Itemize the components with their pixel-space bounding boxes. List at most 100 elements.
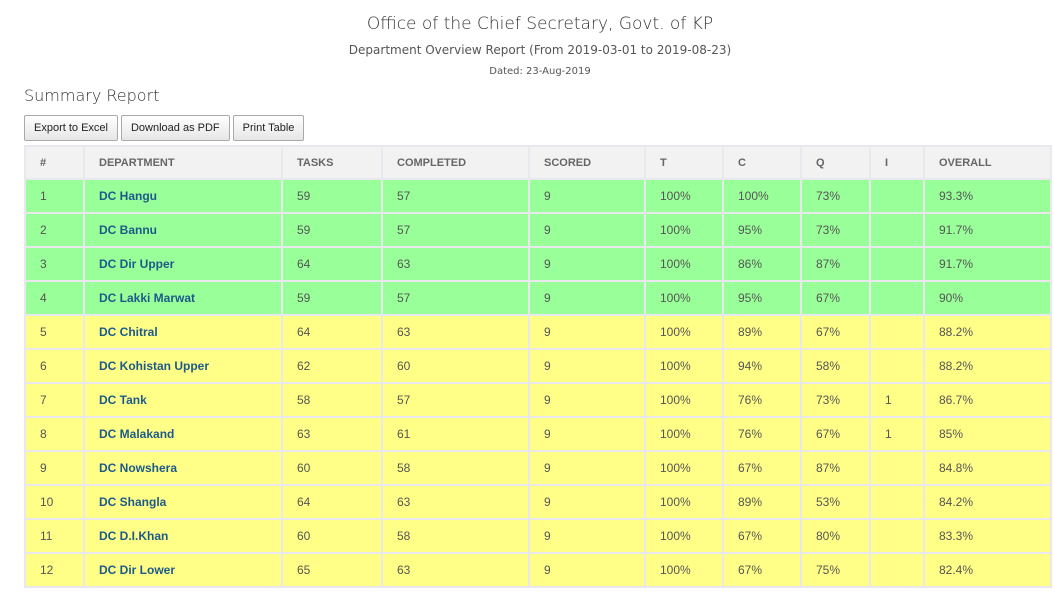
column-header[interactable]: C bbox=[722, 145, 802, 180]
table-cell: 95% bbox=[722, 280, 802, 316]
table-cell: 100% bbox=[644, 552, 724, 588]
table-cell: 9 bbox=[528, 246, 646, 282]
toolbar: Export to Excel Download as PDF Print Ta… bbox=[24, 115, 305, 141]
column-header[interactable]: I bbox=[869, 145, 925, 180]
table-cell: 76% bbox=[722, 416, 802, 452]
table-header-row: # DEPARTMENT TASKS COMPLETED SCORED T C Q I OVERA… bbox=[24, 145, 1052, 180]
table-cell: 100% bbox=[644, 280, 724, 316]
table-cell: 7 bbox=[24, 382, 85, 418]
column-header[interactable]: Q bbox=[800, 145, 871, 180]
table-row: 8 DC Malakand 63 61 9 100% 76% 67% 1 85% bbox=[24, 416, 1052, 452]
column-header[interactable]: # bbox=[24, 145, 85, 180]
table-cell: 60 bbox=[281, 450, 383, 486]
table-cell: 88.2% bbox=[923, 314, 1052, 350]
table-cell: 93.3% bbox=[923, 178, 1052, 214]
report-subtitle: Department Overview Report (From 2019-03… bbox=[348, 43, 732, 57]
table-cell: 11 bbox=[24, 518, 85, 554]
table-cell: 89% bbox=[722, 314, 802, 350]
table-cell: 59 bbox=[281, 280, 383, 316]
table-cell: 88.2% bbox=[923, 348, 1052, 384]
table-cell: 80% bbox=[800, 518, 871, 554]
department-link[interactable]: DC Shangla bbox=[83, 484, 283, 520]
table-cell: 58 bbox=[381, 450, 530, 486]
department-link[interactable]: DC Chitral bbox=[83, 314, 283, 350]
department-link[interactable]: DC Dir Upper bbox=[83, 246, 283, 282]
table-cell: 73% bbox=[800, 212, 871, 248]
export-excel-button[interactable]: Export to Excel bbox=[24, 115, 118, 141]
department-link[interactable]: DC Tank bbox=[83, 382, 283, 418]
table-cell: 84.8% bbox=[923, 450, 1052, 486]
table-cell: 9 bbox=[528, 416, 646, 452]
column-header[interactable]: SCORED bbox=[528, 145, 646, 180]
table-cell bbox=[869, 348, 925, 384]
download-pdf-button[interactable]: Download as PDF bbox=[120, 115, 230, 141]
table-cell: 65 bbox=[281, 552, 383, 588]
table-cell: 91.7% bbox=[923, 212, 1052, 248]
table-cell: 73% bbox=[800, 178, 871, 214]
department-link[interactable]: DC Bannu bbox=[83, 212, 283, 248]
table-row: 3 DC Dir Upper 64 63 9 100% 86% 87% 91.7% bbox=[24, 246, 1052, 282]
table-cell: 57 bbox=[381, 212, 530, 248]
column-header[interactable]: T bbox=[644, 145, 724, 180]
table-cell: 5 bbox=[24, 314, 85, 350]
column-header[interactable]: TASKS bbox=[281, 145, 383, 180]
department-link[interactable]: DC Hangu bbox=[83, 178, 283, 214]
table-cell: 12 bbox=[24, 552, 85, 588]
table-cell: 100% bbox=[644, 348, 724, 384]
table-cell: 63 bbox=[381, 246, 530, 282]
department-link[interactable]: DC Nowshera bbox=[83, 450, 283, 486]
table-cell: 82.4% bbox=[923, 552, 1052, 588]
table-cell: 64 bbox=[281, 246, 383, 282]
table-cell: 63 bbox=[381, 314, 530, 350]
print-table-button[interactable]: Print Table bbox=[232, 115, 305, 141]
table-cell: 62 bbox=[281, 348, 383, 384]
table-cell: 9 bbox=[528, 382, 646, 418]
table-cell: 83.3% bbox=[923, 518, 1052, 554]
table-cell: 3 bbox=[24, 246, 85, 282]
department-link[interactable]: DC Dir Lower bbox=[83, 552, 283, 588]
department-link[interactable]: DC Malakand bbox=[83, 416, 283, 452]
table-cell: 63 bbox=[281, 416, 383, 452]
table-cell: 67% bbox=[722, 450, 802, 486]
table-row: 9 DC Nowshera 60 58 9 100% 67% 87% 84.8% bbox=[24, 450, 1052, 486]
table-cell: 10 bbox=[24, 484, 85, 520]
table-cell: 87% bbox=[800, 246, 871, 282]
table-cell bbox=[869, 314, 925, 350]
table-cell: 58% bbox=[800, 348, 871, 384]
table-cell: 8 bbox=[24, 416, 85, 452]
table-cell: 76% bbox=[722, 382, 802, 418]
column-header[interactable]: DEPARTMENT bbox=[83, 145, 283, 180]
table-cell bbox=[869, 280, 925, 316]
table-cell: 100% bbox=[644, 178, 724, 214]
table-cell: 58 bbox=[281, 382, 383, 418]
table-row: 11 DC D.I.Khan 60 58 9 100% 67% 80% 83.3% bbox=[24, 518, 1052, 554]
table-row: 2 DC Bannu 59 57 9 100% 95% 73% 91.7% bbox=[24, 212, 1052, 248]
table-cell: 9 bbox=[528, 314, 646, 350]
table-cell: 9 bbox=[528, 348, 646, 384]
table-cell: 100% bbox=[644, 212, 724, 248]
table-cell: 89% bbox=[722, 484, 802, 520]
column-header[interactable]: OVERALL bbox=[923, 145, 1052, 180]
table-cell: 73% bbox=[800, 382, 871, 418]
table-cell: 59 bbox=[281, 178, 383, 214]
department-link[interactable]: DC Kohistan Upper bbox=[83, 348, 283, 384]
table-cell: 61 bbox=[381, 416, 530, 452]
table-cell: 9 bbox=[528, 484, 646, 520]
table-cell: 100% bbox=[644, 484, 724, 520]
table-row: 7 DC Tank 58 57 9 100% 76% 73% 1 86.7% bbox=[24, 382, 1052, 418]
table-cell: 57 bbox=[381, 280, 530, 316]
table-row: 1 DC Hangu 59 57 9 100% 100% 73% 93.3% bbox=[24, 178, 1052, 214]
table-row: 6 DC Kohistan Upper 62 60 9 100% 94% 58% 88.2% bbox=[24, 348, 1052, 384]
table-cell: 100% bbox=[644, 246, 724, 282]
table-cell: 6 bbox=[24, 348, 85, 384]
department-link[interactable]: DC D.I.Khan bbox=[83, 518, 283, 554]
table-cell bbox=[869, 518, 925, 554]
department-link[interactable]: DC Lakki Marwat bbox=[83, 280, 283, 316]
table-cell: 1 bbox=[24, 178, 85, 214]
table-cell: 86.7% bbox=[923, 382, 1052, 418]
table-cell: 91.7% bbox=[923, 246, 1052, 282]
table-cell: 94% bbox=[722, 348, 802, 384]
table-cell: 67% bbox=[800, 314, 871, 350]
table-cell: 85% bbox=[923, 416, 1052, 452]
column-header[interactable]: COMPLETED bbox=[381, 145, 530, 180]
